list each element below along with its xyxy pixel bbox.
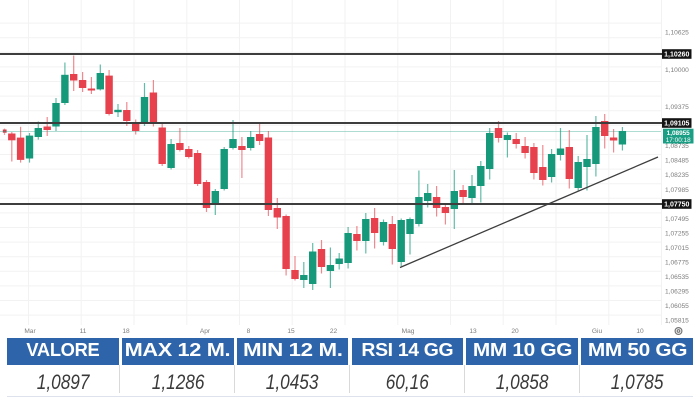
svg-text:1,08735: 1,08735 xyxy=(665,143,689,150)
svg-text:1,08235: 1,08235 xyxy=(665,172,689,179)
svg-text:1,07985: 1,07985 xyxy=(665,187,689,194)
svg-text:1,10260: 1,10260 xyxy=(664,51,689,58)
svg-text:20: 20 xyxy=(511,328,519,335)
svg-text:15: 15 xyxy=(287,328,295,335)
svg-text:17:00:18: 17:00:18 xyxy=(666,137,691,144)
svg-text:Mar: Mar xyxy=(24,328,36,335)
svg-text:13: 13 xyxy=(469,328,477,335)
svg-text:1,09105: 1,09105 xyxy=(664,120,689,127)
svg-text:1,05815: 1,05815 xyxy=(665,318,689,325)
svg-text:22: 22 xyxy=(330,328,338,335)
svg-text:1,06055: 1,06055 xyxy=(665,303,689,310)
svg-text:18: 18 xyxy=(122,328,130,335)
svg-text:1,06775: 1,06775 xyxy=(665,260,689,267)
svg-text:1,06535: 1,06535 xyxy=(665,274,689,281)
svg-text:1,07015: 1,07015 xyxy=(665,245,689,252)
svg-text:1,10625: 1,10625 xyxy=(665,29,689,36)
svg-text:8: 8 xyxy=(247,328,251,335)
svg-text:1,10000: 1,10000 xyxy=(665,67,689,74)
svg-text:1,09375: 1,09375 xyxy=(665,104,689,111)
svg-text:1,08485: 1,08485 xyxy=(665,157,689,164)
svg-text:10: 10 xyxy=(636,328,644,335)
svg-text:1,07750: 1,07750 xyxy=(664,201,689,208)
svg-text:Giu: Giu xyxy=(592,328,603,335)
svg-text:1,08955: 1,08955 xyxy=(667,130,691,137)
svg-text:Mag: Mag xyxy=(402,328,415,335)
svg-text:1,07255: 1,07255 xyxy=(665,231,689,238)
svg-text:Apr: Apr xyxy=(200,328,211,335)
svg-text:11: 11 xyxy=(80,328,87,335)
svg-text:1,07495: 1,07495 xyxy=(665,216,689,223)
svg-text:1,06295: 1,06295 xyxy=(665,289,689,296)
